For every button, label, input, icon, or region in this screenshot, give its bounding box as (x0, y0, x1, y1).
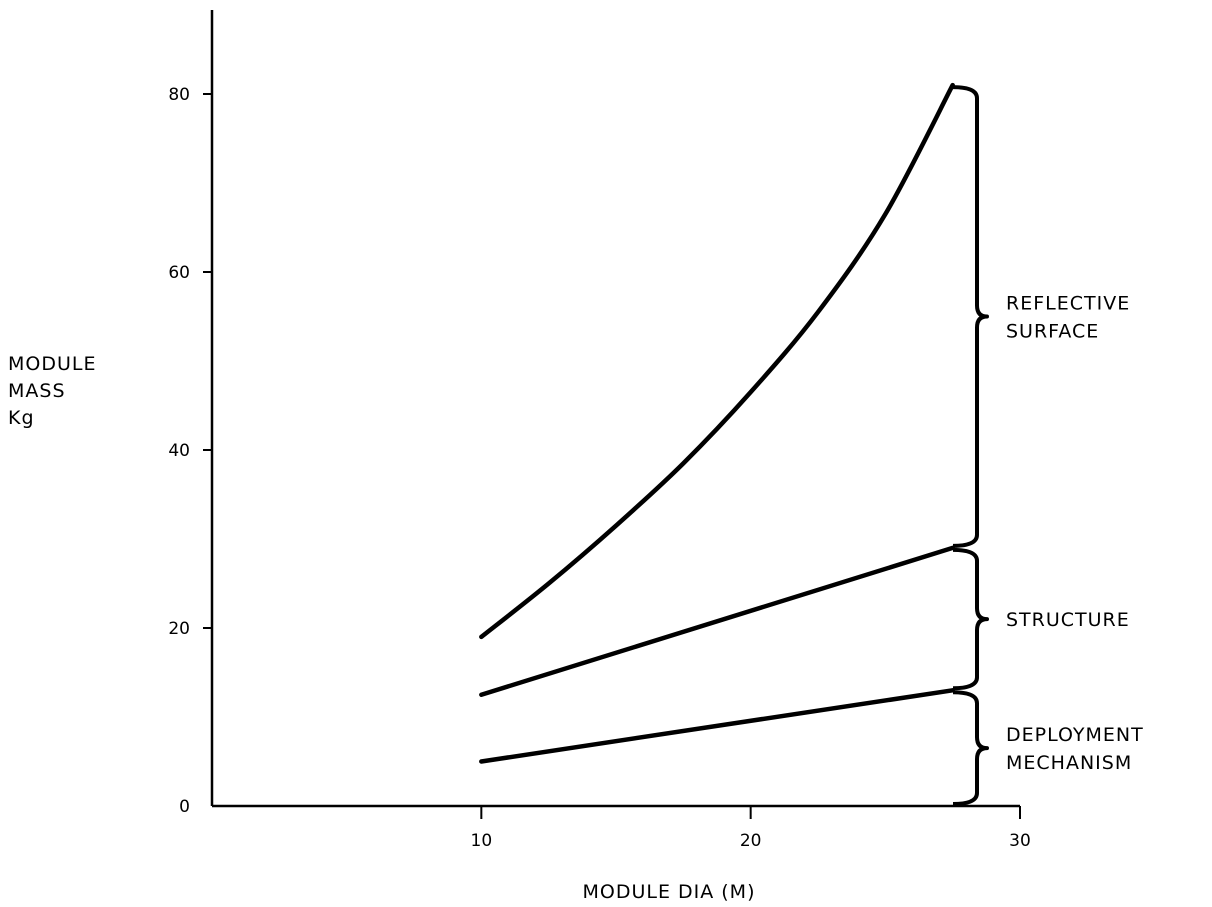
brace-reflective-surface (952, 85, 989, 548)
band-label: DEPLOYMENT (1006, 724, 1144, 746)
axes (210, 10, 1020, 808)
curve-reflective-surface (479, 82, 955, 640)
band-label: MECHANISM (1006, 752, 1132, 774)
band-label: SURFACE (1006, 321, 1099, 343)
brace-structure (952, 547, 989, 691)
y-axis-title-line: MASS (8, 380, 66, 402)
curves (479, 82, 955, 764)
x-tick-label: 10 (471, 831, 493, 851)
y-axis-title-line: Kg (8, 407, 35, 429)
x-tick-label: 20 (740, 831, 762, 851)
band-label: REFLECTIVE (1006, 293, 1130, 315)
y-tick-label: 40 (168, 441, 190, 461)
x-tick-label: 30 (1009, 831, 1031, 851)
x-axis-title: MODULE DIA (M) (582, 881, 755, 903)
y-tick-label: 80 (168, 85, 190, 105)
brace-deployment-mechanism (952, 690, 989, 806)
labels: 0 20 40 60 80 10 20 30 MODULE DIA (M) MODULE MASS K… (8, 85, 1144, 903)
tick-marks (203, 93, 1021, 819)
band-label: STRUCTURE (1006, 609, 1130, 631)
y-axis-title-line: MODULE (8, 353, 96, 375)
y-tick-label: 0 (179, 797, 190, 817)
y-tick-label: 20 (168, 619, 190, 639)
braces (952, 85, 989, 806)
curve-structure (479, 545, 955, 697)
curve-deployment-mechanism (479, 688, 955, 764)
y-tick-label: 60 (168, 263, 190, 283)
